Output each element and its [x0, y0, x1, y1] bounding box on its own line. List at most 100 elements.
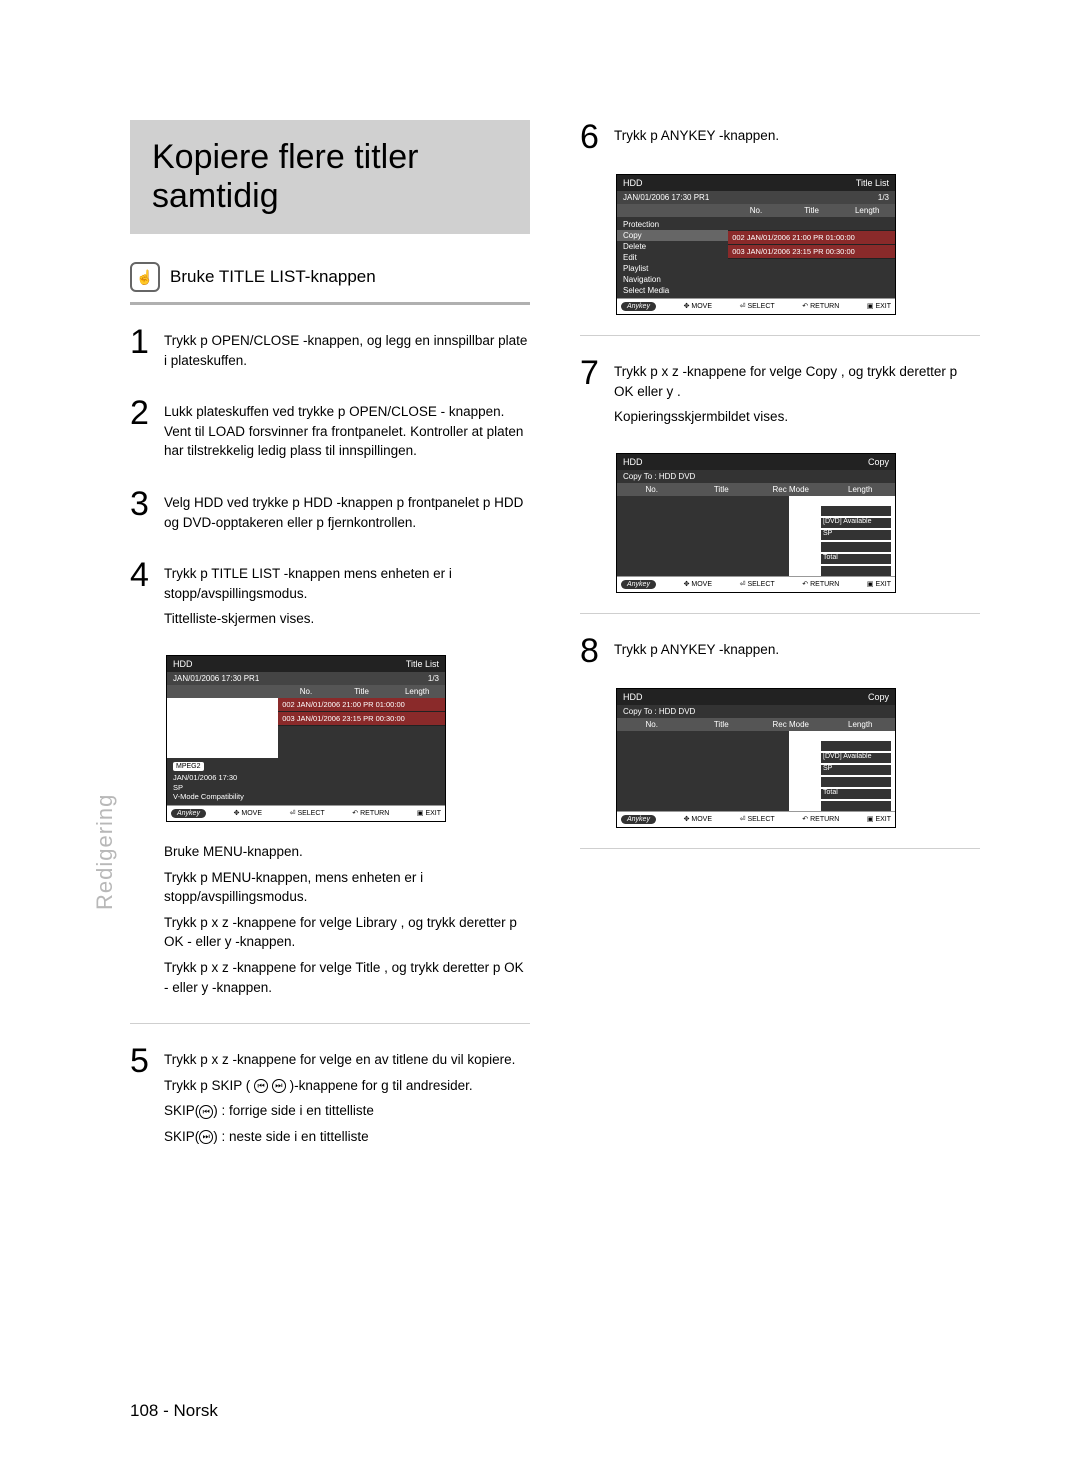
- screen-title-label: Copy: [868, 457, 889, 467]
- right-column: 6 Trykk p ANYKEY -knappen. HDD Title Lis…: [580, 120, 980, 1172]
- step-5: 5 Trykk p x z -knappene for velge en av …: [130, 1044, 530, 1152]
- menu-line: Trykk p MENU-knappen, mens enheten er i …: [164, 868, 530, 907]
- col-rec: Rec Mode: [756, 720, 826, 729]
- step-body: Velg HDD ved trykke p HDD -knappen p fro…: [164, 487, 530, 538]
- thin-divider: [130, 1023, 530, 1024]
- screen-bar: JAN/01/2006 17:30 PR1 1/3: [167, 672, 445, 685]
- screen-copy: HDD Copy Copy To : HDD DVD No. Title Rec…: [616, 453, 896, 593]
- foot-return: ↶ RETURN: [802, 580, 839, 589]
- left-column: Kopiere flere titler samtidig ☝ Bruke TI…: [130, 120, 530, 1172]
- col-len: Length: [839, 206, 895, 215]
- step-text: Lukk plateskuffen ved trykke p OPEN/CLOS…: [164, 402, 530, 461]
- screen-footer: Anykey ✥ MOVE ⏎ SELECT ↶ RETURN ▣ EXIT: [617, 298, 895, 314]
- screen-hdd-label: HDD: [623, 692, 643, 702]
- thin-divider: [580, 335, 980, 336]
- step-body: Trykk p ANYKEY -knappen.: [614, 634, 779, 668]
- menu-select-media: Select Media: [617, 285, 728, 296]
- sp-label: SP: [821, 530, 891, 540]
- total-label: Total: [821, 789, 891, 799]
- screen-body: 002 JAN/01/2006 21:00 PR 01:00:00 003 JA…: [167, 698, 445, 758]
- screen-footer: Anykey ✥ MOVE ⏎ SELECT ↶ RETURN ▣ EXIT: [617, 811, 895, 827]
- step-skip-next: SKIP(⏭) : neste side i en tittelliste: [164, 1127, 515, 1147]
- list-row: [728, 217, 895, 231]
- step-number: 8: [580, 634, 604, 668]
- screen-col-head: No. Title Length: [617, 204, 895, 217]
- anykey-badge: Anykey: [621, 580, 656, 589]
- screen-header: HDD Copy: [617, 689, 895, 705]
- screen-title-list: HDD Title List JAN/01/2006 17:30 PR1 1/3…: [166, 655, 446, 822]
- hand-icon: ☝: [130, 262, 160, 292]
- step-body: Trykk p OPEN/CLOSE -knappen, og legg en …: [164, 325, 530, 376]
- menu-copy: Copy: [617, 230, 728, 241]
- col-title: Title: [687, 485, 757, 494]
- foot-exit: ▣ EXIT: [867, 580, 891, 589]
- copy-panel-stack: [DVD] Available SP Total: [821, 506, 891, 578]
- skip-next-icon: ⏭: [199, 1130, 213, 1144]
- screen-body: Protection Copy Delete Edit Playlist Nav…: [617, 217, 895, 298]
- foot-exit: ▣ EXIT: [867, 815, 891, 824]
- skip-prev-icon: ⏮: [199, 1105, 213, 1119]
- screen-count: 1/3: [878, 193, 889, 202]
- step-number: 2: [130, 396, 154, 467]
- screen-hdd-label: HDD: [623, 457, 643, 467]
- foot-select: ⏎ SELECT: [290, 809, 325, 818]
- copy-right-panel: [DVD] Available SP Total: [789, 496, 895, 576]
- col-len: Length: [389, 687, 445, 696]
- copy-to-bar: Copy To : HDD DVD: [617, 470, 895, 483]
- col-len: Length: [826, 485, 896, 494]
- step-1: 1 Trykk p OPEN/CLOSE -knappen, og legg e…: [130, 325, 530, 376]
- col-len: Length: [826, 720, 896, 729]
- screen-col-head: No. Title Rec Mode Length: [617, 483, 895, 496]
- copy-body: [DVD] Available SP Total: [617, 496, 895, 576]
- anykey-badge: Anykey: [621, 815, 656, 824]
- foot-move: ✥ MOVE: [684, 302, 712, 311]
- info-sp: SP: [173, 783, 183, 792]
- screen-title-list-menu: HDD Title List JAN/01/2006 17:30 PR1 1/3…: [616, 174, 896, 315]
- step-skip-line: Trykk p SKIP ( ⏮ ⏭ )-knappene for g til …: [164, 1076, 515, 1096]
- col-no: No.: [728, 206, 784, 215]
- screen-footer: Anykey ✥ MOVE ⏎ SELECT ↶ RETURN ▣ EXIT: [617, 576, 895, 592]
- step-8: 8 Trykk p ANYKEY -knappen.: [580, 634, 980, 668]
- foot-return: ↶ RETURN: [352, 809, 389, 818]
- content-columns: Kopiere flere titler samtidig ☝ Bruke TI…: [130, 120, 980, 1172]
- screen-hdd-label: HDD: [173, 659, 193, 669]
- screen-title-label: Copy: [868, 692, 889, 702]
- foot-select: ⏎ SELECT: [740, 580, 775, 589]
- menu-playlist: Playlist: [617, 263, 728, 274]
- info-vmode: V-Mode Compatibility: [173, 792, 244, 801]
- list-row: 002 JAN/01/2006 21:00 PR 01:00:00: [728, 231, 895, 245]
- screen-col-head: No. Title Length: [167, 685, 445, 698]
- menu-line: Trykk p x z -knappene for velge Library …: [164, 913, 530, 952]
- screen-list: 002 JAN/01/2006 21:00 PR 01:00:00 003 JA…: [728, 217, 895, 298]
- screen-bar: JAN/01/2006 17:30 PR1 1/3: [617, 191, 895, 204]
- step-note: Kopieringsskjermbildet vises.: [614, 407, 980, 427]
- col-no: No.: [278, 687, 334, 696]
- foot-exit: ▣ EXIT: [417, 809, 441, 818]
- screen-col-head: No. Title Rec Mode Length: [617, 718, 895, 731]
- step-body: Trykk p x z -knappene for velge Copy , o…: [614, 356, 980, 433]
- step-body: Bruke MENU-knappen. Trykk p MENU-knappen…: [164, 836, 530, 1003]
- col-rec: Rec Mode: [756, 485, 826, 494]
- foot-return: ↶ RETURN: [802, 815, 839, 824]
- list-row: 003 JAN/01/2006 23:15 PR 00:30:00: [728, 245, 895, 259]
- col-title: Title: [334, 687, 390, 696]
- screen-preview: [167, 698, 278, 758]
- screen-title-label: Title List: [856, 178, 889, 188]
- menu-line: Trykk p x z -knappene for velge Title , …: [164, 958, 530, 997]
- page-title: Kopiere flere titler samtidig: [152, 138, 508, 216]
- list-row: 002 JAN/01/2006 21:00 PR 01:00:00: [278, 698, 445, 712]
- col-no: No.: [617, 720, 687, 729]
- sidebar-section-label: Redigering: [92, 794, 118, 910]
- col-title: Title: [784, 206, 840, 215]
- copy-list: [617, 731, 789, 811]
- foot-select: ⏎ SELECT: [740, 815, 775, 824]
- copy-body: [DVD] Available SP Total: [617, 731, 895, 811]
- screen-date: JAN/01/2006 17:30 PR1: [623, 193, 709, 202]
- step-3: 3 Velg HDD ved trykke p HDD -knappen p f…: [130, 487, 530, 538]
- menu-navigation: Navigation: [617, 274, 728, 285]
- anykey-badge: Anykey: [621, 302, 656, 311]
- step-2: 2 Lukk plateskuffen ved trykke p OPEN/CL…: [130, 396, 530, 467]
- context-menu: Protection Copy Delete Edit Playlist Nav…: [617, 217, 728, 298]
- thin-divider: [580, 613, 980, 614]
- thin-divider: [580, 848, 980, 849]
